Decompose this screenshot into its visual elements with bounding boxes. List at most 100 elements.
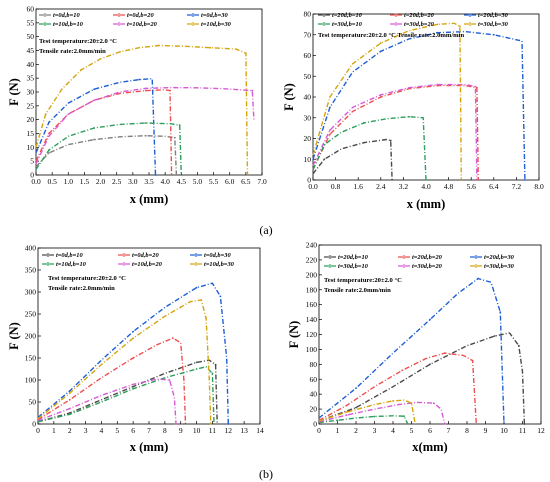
series-point <box>48 149 50 152</box>
series-point <box>157 44 160 47</box>
legend-entry: t=0d,b=20 <box>132 252 159 259</box>
y-tick-label: 100 <box>25 376 37 385</box>
x-tick-label: 5 <box>115 426 119 435</box>
panel-label-a: (a) <box>259 223 272 237</box>
series-line-6 <box>312 22 462 181</box>
x-tick-label: 2.4 <box>376 182 386 191</box>
legend-marker <box>468 22 472 26</box>
chart-1: 0.0 0.5 1.0 1.5 2.0 2.5 3.0 3.5 4.0 4.5 5.0 5.5 6.0 6… <box>7 5 267 207</box>
y-tick-label: 50 <box>29 398 37 407</box>
legend-marker <box>46 262 50 266</box>
series-point <box>323 158 326 161</box>
series-line-1 <box>318 332 526 425</box>
legend-marker <box>322 13 326 17</box>
annotation-line: Test temperature:20±2.0 °C <box>324 277 402 284</box>
legend-marker <box>328 255 332 259</box>
x-tick-label: 6.4 <box>489 182 499 191</box>
x-tick-label: 13 <box>240 426 248 435</box>
legend-entry: t=10d,b=10 <box>53 21 84 28</box>
x-tick-label: 6 <box>428 426 432 435</box>
series-point <box>436 31 439 34</box>
legend-marker <box>194 262 198 266</box>
series-line-6 <box>37 299 212 425</box>
series-point <box>132 337 135 340</box>
x-tick-label: 0.0 <box>31 177 41 186</box>
y-tick-label: 70 <box>304 30 312 39</box>
y-tick-label: 0 <box>30 171 34 180</box>
series-point <box>93 99 96 102</box>
y-tick-label: 300 <box>25 288 37 297</box>
x-tick-label: 6 <box>131 426 135 435</box>
legend-entry: t=10d,b=20 <box>132 261 163 268</box>
x-tick-label: 0 <box>317 426 321 435</box>
legend-marker <box>468 13 472 17</box>
y-tick-label: 80 <box>304 10 312 19</box>
series-line-1 <box>35 134 178 176</box>
series-point <box>227 423 230 425</box>
series-point <box>392 399 394 402</box>
series-point <box>436 83 439 86</box>
series-point <box>144 89 147 92</box>
series-line-3 <box>35 77 157 176</box>
y-tick-label: 150 <box>25 354 37 363</box>
legend-marker <box>394 13 398 17</box>
annotation-line: Tensile rate:2.0mm/min <box>39 48 106 55</box>
x-tick-label: 4 <box>100 426 104 435</box>
series-line-4 <box>37 366 215 425</box>
chart-4: 0 1 2 3 4 5 6 7 8 9 10 11 12020406080100120140160180… <box>287 241 545 455</box>
series-point <box>48 151 50 154</box>
x-tick-label: 1.5 <box>80 177 90 186</box>
series-point <box>182 379 185 381</box>
series-point <box>499 311 502 314</box>
y-tick-label: 80 <box>310 360 318 369</box>
x-tick-label: 0.0 <box>308 182 318 191</box>
series-point <box>408 115 410 118</box>
series-point <box>523 423 526 425</box>
legend-marker <box>43 13 47 17</box>
x-axis-label: x (mm) <box>130 192 169 206</box>
legend-entry: t=20d,b=20 <box>412 254 443 261</box>
series-point <box>169 89 171 92</box>
series-point <box>93 127 96 129</box>
y-tick-label: 60 <box>304 51 312 60</box>
legend-entry: t=30d,b=20 <box>412 263 443 270</box>
series-point <box>477 277 479 280</box>
series-point <box>144 122 147 124</box>
legend-entry: t=0d,b=10 <box>56 252 83 259</box>
series-point <box>132 387 135 390</box>
series-point <box>138 78 141 81</box>
series-point <box>196 86 199 89</box>
y-tick-label: 35 <box>27 74 35 83</box>
legend-marker <box>191 22 195 26</box>
x-tick-label: 1.6 <box>354 182 364 191</box>
annotation-test-conditions: Test temperature:20±2.0 °C Tensile rate:… <box>318 32 465 39</box>
series-point <box>471 359 474 362</box>
y-tick-label: 25 <box>27 101 35 110</box>
annotation-line: Test temperature:20±2.0 °C <box>48 275 126 282</box>
series-point <box>425 179 427 181</box>
legend-marker <box>194 253 198 257</box>
series-point <box>379 42 382 44</box>
y-axis-label: F (N) <box>7 322 21 350</box>
series-point <box>432 402 435 405</box>
x-tick-label: 2 <box>354 426 358 435</box>
series-point <box>168 379 171 381</box>
series-point <box>48 132 50 135</box>
series-point <box>68 407 71 410</box>
y-tick-label: 40 <box>27 60 35 69</box>
series-point <box>93 88 96 91</box>
x-tick-label: 11 <box>519 426 526 435</box>
y-tick-label: 50 <box>27 32 35 41</box>
series-point <box>44 113 47 116</box>
plot-frame <box>35 8 263 176</box>
series-point <box>329 106 331 109</box>
legend-entry: t=20d,b=10 <box>338 254 369 261</box>
series-point <box>459 25 461 28</box>
legend-entry: t=20d,b=10 <box>332 12 363 19</box>
legend-entry: t=30d,b=10 <box>332 21 363 28</box>
x-tick-label: 4.0 <box>160 177 170 186</box>
y-tick-label: 250 <box>25 310 37 319</box>
series-point <box>144 134 147 137</box>
y-tick-label: 30 <box>304 113 312 122</box>
